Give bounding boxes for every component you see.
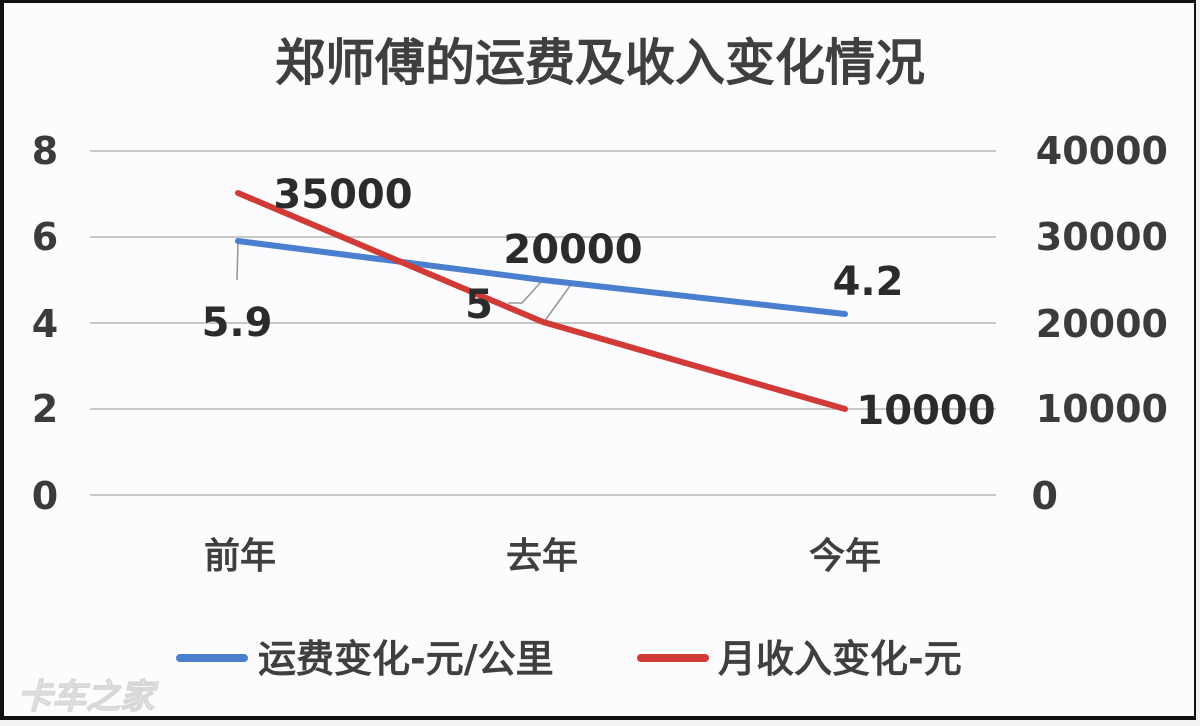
series-line-freight (235, 238, 848, 317)
chart-title: 郑师傅的运费及收入变化情况 (275, 34, 925, 92)
leader-line-5.9 (236, 242, 239, 281)
left-tick: 2 (32, 387, 58, 431)
left-tick: 8 (32, 129, 58, 173)
legend-label-income: 月收入变化-元 (718, 637, 962, 681)
category-label: 前年 (204, 536, 276, 577)
right-tick: 10000 (1036, 387, 1168, 431)
data-labels: 5.9 5 4.2 35000 20000 10000 (202, 172, 996, 434)
category-label: 去年 (506, 536, 578, 577)
data-label-freight-1: 5 (465, 282, 493, 328)
data-label-income-2: 10000 (856, 388, 995, 434)
series-line-income (235, 190, 848, 412)
data-label-income-0: 35000 (273, 172, 412, 218)
legend-label-freight: 运费变化-元/公里 (258, 637, 554, 681)
right-tick: 20000 (1036, 302, 1168, 346)
right-tick: 30000 (1036, 215, 1168, 259)
left-tick: 6 (32, 215, 58, 259)
right-tick: 40000 (1036, 129, 1168, 173)
leader-line-20000 (543, 282, 573, 323)
left-tick: 4 (32, 302, 58, 346)
data-label-freight-0: 5.9 (202, 300, 273, 346)
category-label: 今年 (809, 536, 881, 577)
watermark-logo: 卡车之家 (18, 677, 159, 717)
right-axis: 40000 30000 20000 10000 0 (1032, 129, 1168, 518)
gridlines (90, 150, 996, 496)
right-tick: 0 (1032, 474, 1058, 518)
left-tick: 0 (32, 474, 58, 518)
x-axis: 前年 去年 今年 (204, 536, 881, 577)
legend: 运费变化-元/公里 月收入变化-元 (176, 637, 962, 681)
leader-line-5 (508, 281, 542, 304)
data-label-income-1: 20000 (503, 227, 642, 273)
left-axis: 8 6 4 2 0 (32, 129, 58, 518)
label-leader-lines (236, 242, 573, 323)
data-label-freight-2: 4.2 (833, 259, 904, 305)
